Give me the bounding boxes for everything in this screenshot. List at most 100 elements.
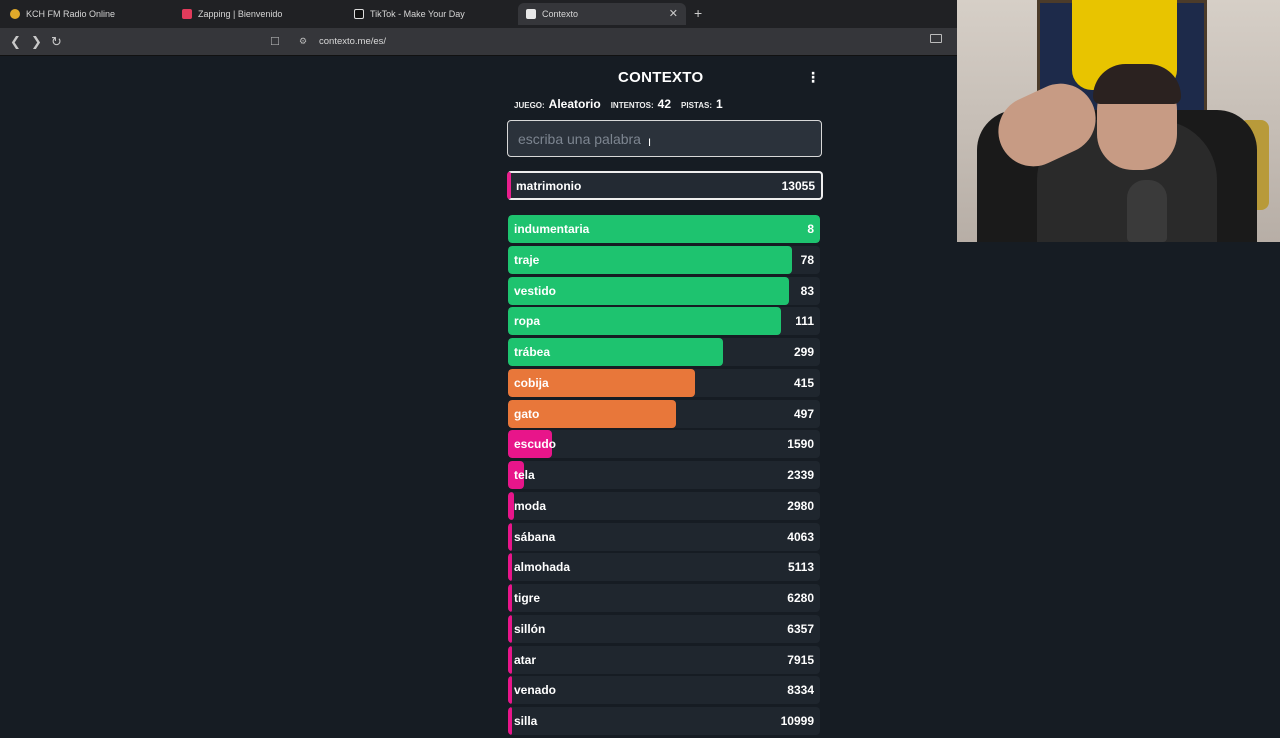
juego-value: Aleatorio	[548, 97, 601, 111]
guess-word: silla	[514, 714, 538, 728]
page-title: CONTEXTO	[618, 69, 704, 86]
url-field[interactable]: contexto.me/es/	[319, 36, 387, 47]
guess-bar	[508, 368, 696, 397]
guess-rank: 2980	[787, 498, 814, 513]
guess-bar	[508, 522, 513, 551]
guess-word: vestido	[514, 283, 557, 298]
word-input[interactable]	[507, 120, 822, 157]
guess-rank: 78	[800, 252, 814, 267]
guess-bar	[508, 553, 513, 582]
guess-rank: 10999	[780, 714, 814, 728]
guess-bar	[508, 245, 792, 274]
bookmark-icon[interactable]: □	[271, 33, 279, 48]
guess-word: ropa	[514, 314, 541, 329]
guess-word: sillón	[514, 621, 546, 636]
guess-rank: 5113	[787, 560, 814, 575]
tab-kch-fm-radio[interactable]: KCH FM Radio Online	[10, 3, 115, 25]
current-guess-rank: 13055	[781, 179, 815, 193]
guess-bar	[508, 614, 513, 643]
guess-bar	[508, 430, 552, 459]
contexto-favicon-icon	[526, 9, 536, 19]
zapping-favicon-icon	[182, 9, 192, 19]
guess-word: indumentaria	[514, 222, 590, 236]
cast-icon[interactable]	[930, 34, 942, 43]
guess-row: gato 497	[508, 399, 820, 428]
tab-contexto[interactable]: Contexto ✕	[518, 3, 686, 25]
juego-label: JUEGO:	[514, 101, 545, 110]
guess-row: cobija 415	[508, 368, 820, 397]
guess-rank: 497	[793, 406, 814, 421]
guess-rank: 7915	[787, 652, 814, 667]
tab-label: TikTok - Make Your Day	[370, 9, 465, 19]
guess-row: escudo 1590	[508, 430, 820, 459]
guess-word: sábana	[514, 529, 556, 544]
guess-row: sábana 4063	[508, 522, 820, 551]
reload-icon[interactable]: ↻	[51, 34, 62, 49]
intentos-value: 42	[657, 97, 672, 111]
webcam-microphone	[1127, 180, 1167, 242]
guess-row: vestido 83	[508, 276, 820, 305]
guess-rank: 8	[807, 222, 814, 236]
guess-row: ropa 111	[508, 307, 820, 336]
guess-list: indumentaria 8 traje 78 vestido 83 ropa 111 tráb…	[508, 215, 820, 738]
more-options-icon[interactable]: ⋮	[806, 69, 820, 85]
guess-word: tela	[514, 468, 535, 482]
guess-rank: 1590	[787, 437, 814, 452]
current-guess: matrimonio 13055	[507, 171, 823, 200]
pistas-value: 1	[715, 97, 723, 111]
guess-row: venado 8334	[508, 676, 820, 705]
guess-word: escudo	[514, 437, 557, 452]
guess-bar	[508, 645, 513, 674]
guess-rank: 6357	[787, 621, 814, 636]
guess-word: moda	[514, 498, 547, 513]
guess-row: sillón 6357	[508, 614, 820, 643]
guess-bar	[508, 584, 513, 612]
guess-row: trábea 299	[508, 338, 820, 366]
pistas-label: PISTAS:	[681, 101, 712, 110]
guess-word: venado	[514, 683, 557, 698]
guess-rank: 111	[795, 314, 814, 329]
guess-bar	[508, 676, 513, 705]
guess-bar	[508, 215, 820, 243]
guess-bar	[508, 338, 724, 366]
guess-word: trábea	[514, 345, 551, 359]
guess-bar	[508, 276, 789, 305]
guess-bar	[508, 307, 781, 336]
guess-word: almohada	[514, 560, 571, 575]
close-tab-icon[interactable]: ✕	[668, 8, 678, 20]
intentos-label: INTENTOS:	[610, 101, 654, 110]
new-tab-icon[interactable]: +	[694, 5, 703, 21]
guess-rank: 2339	[787, 468, 814, 482]
guess-rank: 415	[793, 375, 814, 390]
guess-row: moda 2980	[508, 491, 820, 520]
tab-zapping[interactable]: Zapping | Bienvenido	[182, 3, 282, 25]
guess-rank: 83	[800, 283, 814, 298]
guess-row: tela 2339	[508, 461, 820, 489]
guess-rank: 8334	[787, 683, 814, 698]
site-info-icon[interactable]: ⚙	[299, 36, 308, 46]
guess-row: almohada 5113	[508, 553, 820, 582]
guess-row: atar 7915	[508, 645, 820, 674]
guess-word: tigre	[514, 591, 541, 605]
kch-favicon-icon	[10, 9, 20, 19]
guess-bar	[508, 399, 677, 428]
webcam-hair	[1093, 64, 1181, 104]
guess-row: silla 10999	[508, 707, 820, 735]
game-stats: JUEGO: Aleatorio INTENTOS: 42 PISTAS: 1	[514, 97, 729, 111]
back-icon[interactable]: ❮	[10, 34, 21, 49]
guess-row: tigre 6280	[508, 584, 820, 612]
guess-row: traje 78	[508, 245, 820, 274]
guess-bar	[508, 491, 515, 520]
webcam-overlay	[957, 0, 1280, 242]
tab-label: KCH FM Radio Online	[26, 9, 116, 19]
guess-rank: 4063	[787, 529, 814, 544]
current-guess-word: matrimonio	[516, 179, 582, 193]
forward-icon[interactable]: ❯	[31, 34, 42, 49]
tab-tiktok[interactable]: TikTok - Make Your Day	[354, 3, 465, 25]
guess-word: atar	[514, 652, 537, 667]
tiktok-favicon-icon	[354, 9, 364, 19]
tab-label: Contexto	[542, 9, 579, 19]
guess-row: indumentaria 8	[508, 215, 820, 243]
guess-word: cobija	[514, 375, 549, 390]
guess-word: traje	[514, 252, 540, 267]
